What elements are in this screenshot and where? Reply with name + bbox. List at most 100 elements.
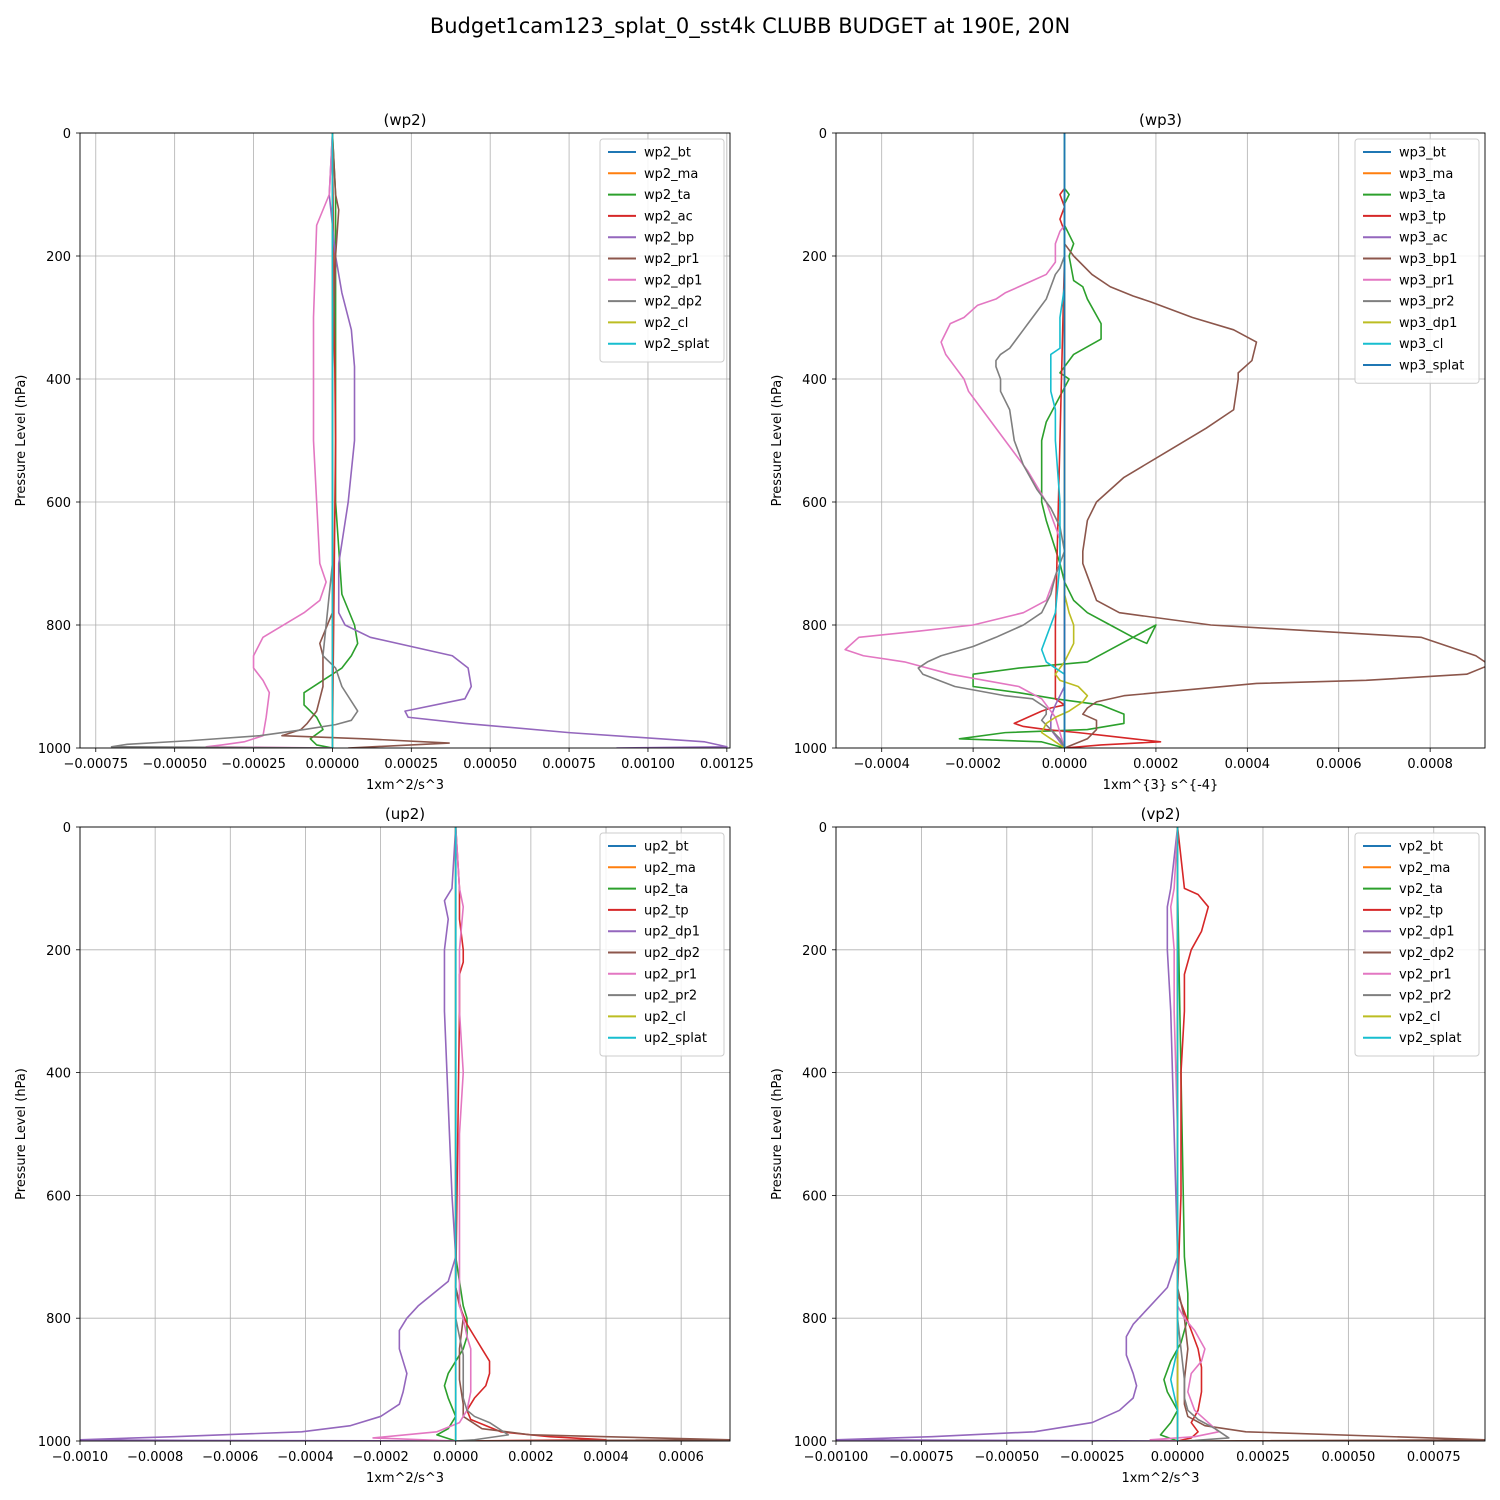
legend-entry-wp3_bp1: wp3_bp1	[1399, 252, 1457, 267]
x-tick-label: 0.0002	[1133, 757, 1179, 772]
series-line-wp2_dp2	[110, 133, 359, 748]
x-axis-label: 1xm^2/s^3	[366, 778, 444, 793]
legend-entry-wp2_splat: wp2_splat	[644, 337, 709, 352]
y-tick-label: 400	[46, 373, 71, 388]
legend-entry-up2_cl: up2_cl	[644, 1010, 686, 1025]
y-tick-label: 600	[46, 1189, 71, 1204]
chart-panel-1: −0.0004 −0.0002 0.0000 0.0002 0.0004 0.0006 0.…	[770, 111, 1486, 793]
x-tick-label: 0.0002	[508, 1450, 554, 1465]
y-tick-label: 1000	[38, 1435, 71, 1450]
x-tick-label: −0.0004	[854, 757, 910, 772]
legend-entry-up2_bt: up2_bt	[644, 840, 689, 855]
y-tick-label: 400	[802, 373, 827, 388]
series-line-wp2_ta	[303, 133, 359, 748]
legend-entry-wp3_dp1: wp3_dp1	[1399, 316, 1457, 331]
y-tick-label: 600	[802, 496, 827, 511]
y-tick-label: 800	[46, 1312, 71, 1327]
series-group	[844, 133, 1485, 748]
x-tick-label: 0.00025	[1236, 1450, 1290, 1465]
x-tick-label: 0.00000	[306, 757, 360, 772]
chart-panel-3: −0.00100 −0.00075 −0.00050 −0.00025 0.00000 0…	[770, 805, 1486, 1486]
legend-entry-wp2_dp2: wp2_dp2	[644, 295, 702, 310]
y-tick-label: 0	[819, 127, 827, 142]
x-tick-label: −0.0002	[352, 1450, 408, 1465]
legend-entry-vp2_pr2: vp2_pr2	[1399, 989, 1452, 1004]
series-group	[110, 133, 728, 748]
series-line-wp3_ac	[1050, 133, 1066, 748]
x-tick-label: −0.0002	[945, 757, 1001, 772]
y-tick-label: 0	[63, 127, 71, 142]
series-line-up2_pr2	[454, 827, 510, 1441]
series-line-wp3_cl	[1040, 133, 1066, 748]
x-tick-label: −0.0004	[277, 1450, 333, 1465]
y-tick-label: 800	[802, 619, 827, 634]
series-group	[836, 827, 1485, 1441]
series-line-wp3_pr2	[917, 133, 1066, 748]
series-line-vp2_pr1	[1149, 827, 1220, 1441]
x-tick-label: 0.0004	[1225, 757, 1271, 772]
x-tick-label: −0.00050	[974, 1450, 1039, 1465]
legend-entry-wp2_cl: wp2_cl	[644, 316, 688, 331]
y-tick-label: 200	[46, 944, 71, 959]
series-group	[80, 827, 730, 1441]
y-tick-label: 1000	[38, 742, 71, 757]
series-line-wp2_pr1	[281, 133, 450, 748]
legend-entry-up2_splat: up2_splat	[644, 1031, 707, 1046]
x-tick-label: 0.0008	[1407, 757, 1453, 772]
legend-entry-up2_ma: up2_ma	[644, 861, 696, 876]
x-tick-label: 0.0004	[583, 1450, 629, 1465]
x-axis-label: 1xm^{3} s^{-4}	[1103, 778, 1219, 793]
legend-entry-vp2_pr1: vp2_pr1	[1399, 967, 1452, 982]
y-tick-label: 800	[46, 619, 71, 634]
series-line-wp2_bp	[328, 133, 728, 748]
x-tick-label: 0.00050	[463, 757, 517, 772]
series-line-wp3_tp	[1013, 133, 1162, 748]
y-axis-label: Pressure Level (hPa)	[770, 375, 785, 507]
legend-entry-up2_tp: up2_tp	[644, 903, 689, 918]
legend-entry-wp3_cl: wp3_cl	[1399, 337, 1443, 352]
y-tick-label: 1000	[794, 1435, 827, 1450]
legend: vp2_bt vp2_ma vp2_ta vp2_tp vp2_dp1 vp2_dp2vp…	[1354, 832, 1480, 1057]
legend-entry-wp3_pr1: wp3_pr1	[1399, 273, 1455, 288]
legend-entry-wp3_ta: wp3_ta	[1399, 188, 1446, 203]
series-line-up2_tp	[454, 827, 607, 1441]
series-line-vp2_splat	[1169, 827, 1179, 1441]
chart-panel-0: −0.00075 −0.00050 −0.00025 0.00000 0.00025 0.…	[14, 111, 754, 793]
axes-frame	[79, 826, 731, 1442]
y-tick-label: 200	[46, 250, 71, 265]
y-tick-label: 600	[802, 1189, 827, 1204]
legend: wp2_bt wp2_ma wp2_ta wp2_ac wp2_bp wp2_pr1 wp2…	[599, 138, 725, 363]
legend-entry-wp3_ma: wp3_ma	[1399, 167, 1453, 182]
axes-frame	[835, 826, 1486, 1442]
x-tick-label: 0.00075	[1407, 1450, 1461, 1465]
x-tick-label: 0.00075	[542, 757, 596, 772]
legend-entry-vp2_bt: vp2_bt	[1399, 840, 1443, 855]
legend-entry-vp2_tp: vp2_tp	[1399, 903, 1443, 918]
legend-entry-wp3_pr2: wp3_pr2	[1399, 295, 1455, 310]
y-tick-label: 800	[802, 1312, 827, 1327]
x-axis-label: 1xm^2/s^3	[366, 1471, 444, 1486]
legend-entry-wp2_pr1: wp2_pr1	[644, 252, 700, 267]
x-tick-label: 0.00025	[384, 757, 438, 772]
series-line-vp2_dp2	[1176, 827, 1485, 1441]
y-axis-label: Pressure Level (hPa)	[14, 1068, 29, 1200]
legend-entry-up2_pr1: up2_pr1	[644, 967, 697, 982]
chart-title: (up2)	[385, 805, 425, 823]
figure-title: Budget1cam123_splat_0_sst4k CLUBB BUDGET…	[429, 14, 1071, 38]
series-line-vp2_pr2	[1176, 827, 1230, 1441]
x-tick-label: −0.0006	[202, 1450, 258, 1465]
series-line-wp2_dp1	[205, 133, 334, 748]
legend: wp3_bt wp3_ma wp3_ta wp3_tp wp3_ac wp3_bp1 wp3…	[1354, 138, 1480, 384]
legend-entry-up2_dp1: up2_dp1	[644, 925, 700, 940]
axes-frame	[79, 132, 731, 749]
series-line-up2_dp1	[80, 827, 457, 1441]
legend-entry-up2_dp2: up2_dp2	[644, 946, 700, 961]
legend-entry-up2_pr2: up2_pr2	[644, 989, 697, 1004]
series-line-wp3_dp1	[1040, 133, 1089, 748]
legend-entry-vp2_ta: vp2_ta	[1399, 882, 1443, 897]
x-tick-label: 0.00050	[1321, 1450, 1375, 1465]
legend-entry-up2_ta: up2_ta	[644, 882, 688, 897]
x-tick-label: −0.0010	[52, 1450, 108, 1465]
legend-entry-wp2_bt: wp2_bt	[644, 146, 691, 161]
